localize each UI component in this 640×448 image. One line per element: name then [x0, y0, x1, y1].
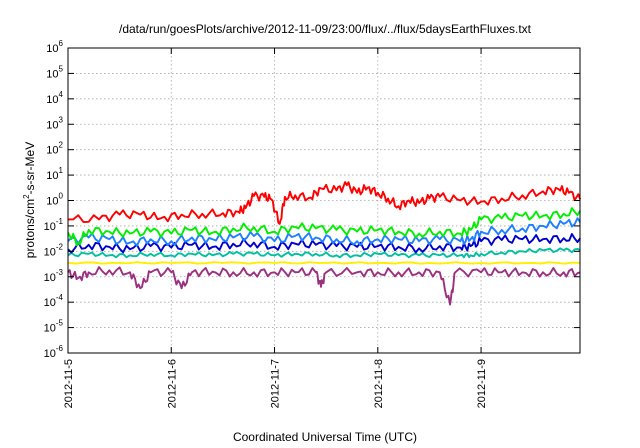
- y-tick-label: 100: [46, 192, 63, 208]
- axis-ticks: 106 105 104 103 102 101 100 10-1 10-2 10-3 10-4 10-…: [44, 39, 580, 408]
- series-layer: [67, 181, 582, 306]
- y-tick-label: 10-1: [44, 217, 64, 233]
- y-tick-label: 10-6: [44, 344, 64, 360]
- x-tick-label: 2012-11-6: [166, 359, 178, 408]
- series-line: [67, 261, 581, 265]
- chart-title: /data/run/goesPlots/archive/2012-11-09/2…: [119, 22, 532, 36]
- y-tick-label: 10-3: [44, 268, 64, 284]
- series-line: [68, 181, 582, 225]
- series-line: [67, 217, 581, 247]
- grid-lines: [68, 48, 580, 353]
- y-tick-label: 106: [46, 39, 63, 55]
- x-tick-label: 2012-11-5: [63, 359, 75, 408]
- series-line: [67, 207, 582, 247]
- x-tick-label: 2012-11-8: [373, 359, 385, 408]
- y-tick-label: 10-2: [44, 242, 64, 258]
- y-tick-label: 103: [46, 115, 63, 131]
- series-line: [67, 266, 581, 306]
- x-tick-label: 2012-11-7: [270, 359, 282, 408]
- y-tick-label: 105: [46, 64, 63, 80]
- y-tick-label: 10-5: [44, 319, 64, 335]
- x-tick-label: 2012-11-9: [476, 359, 488, 408]
- y-tick-label: 101: [46, 166, 63, 182]
- y-tick-label: 102: [46, 141, 63, 157]
- series-line: [67, 247, 581, 259]
- y-axis-label: protons/cm2-s-sr-MeV: [22, 142, 37, 258]
- x-axis-label: Coordinated Universal Time (UTC): [233, 430, 417, 444]
- y-tick-label: 104: [46, 90, 63, 106]
- y-tick-label: 10-4: [44, 293, 64, 309]
- series-line: [67, 233, 581, 254]
